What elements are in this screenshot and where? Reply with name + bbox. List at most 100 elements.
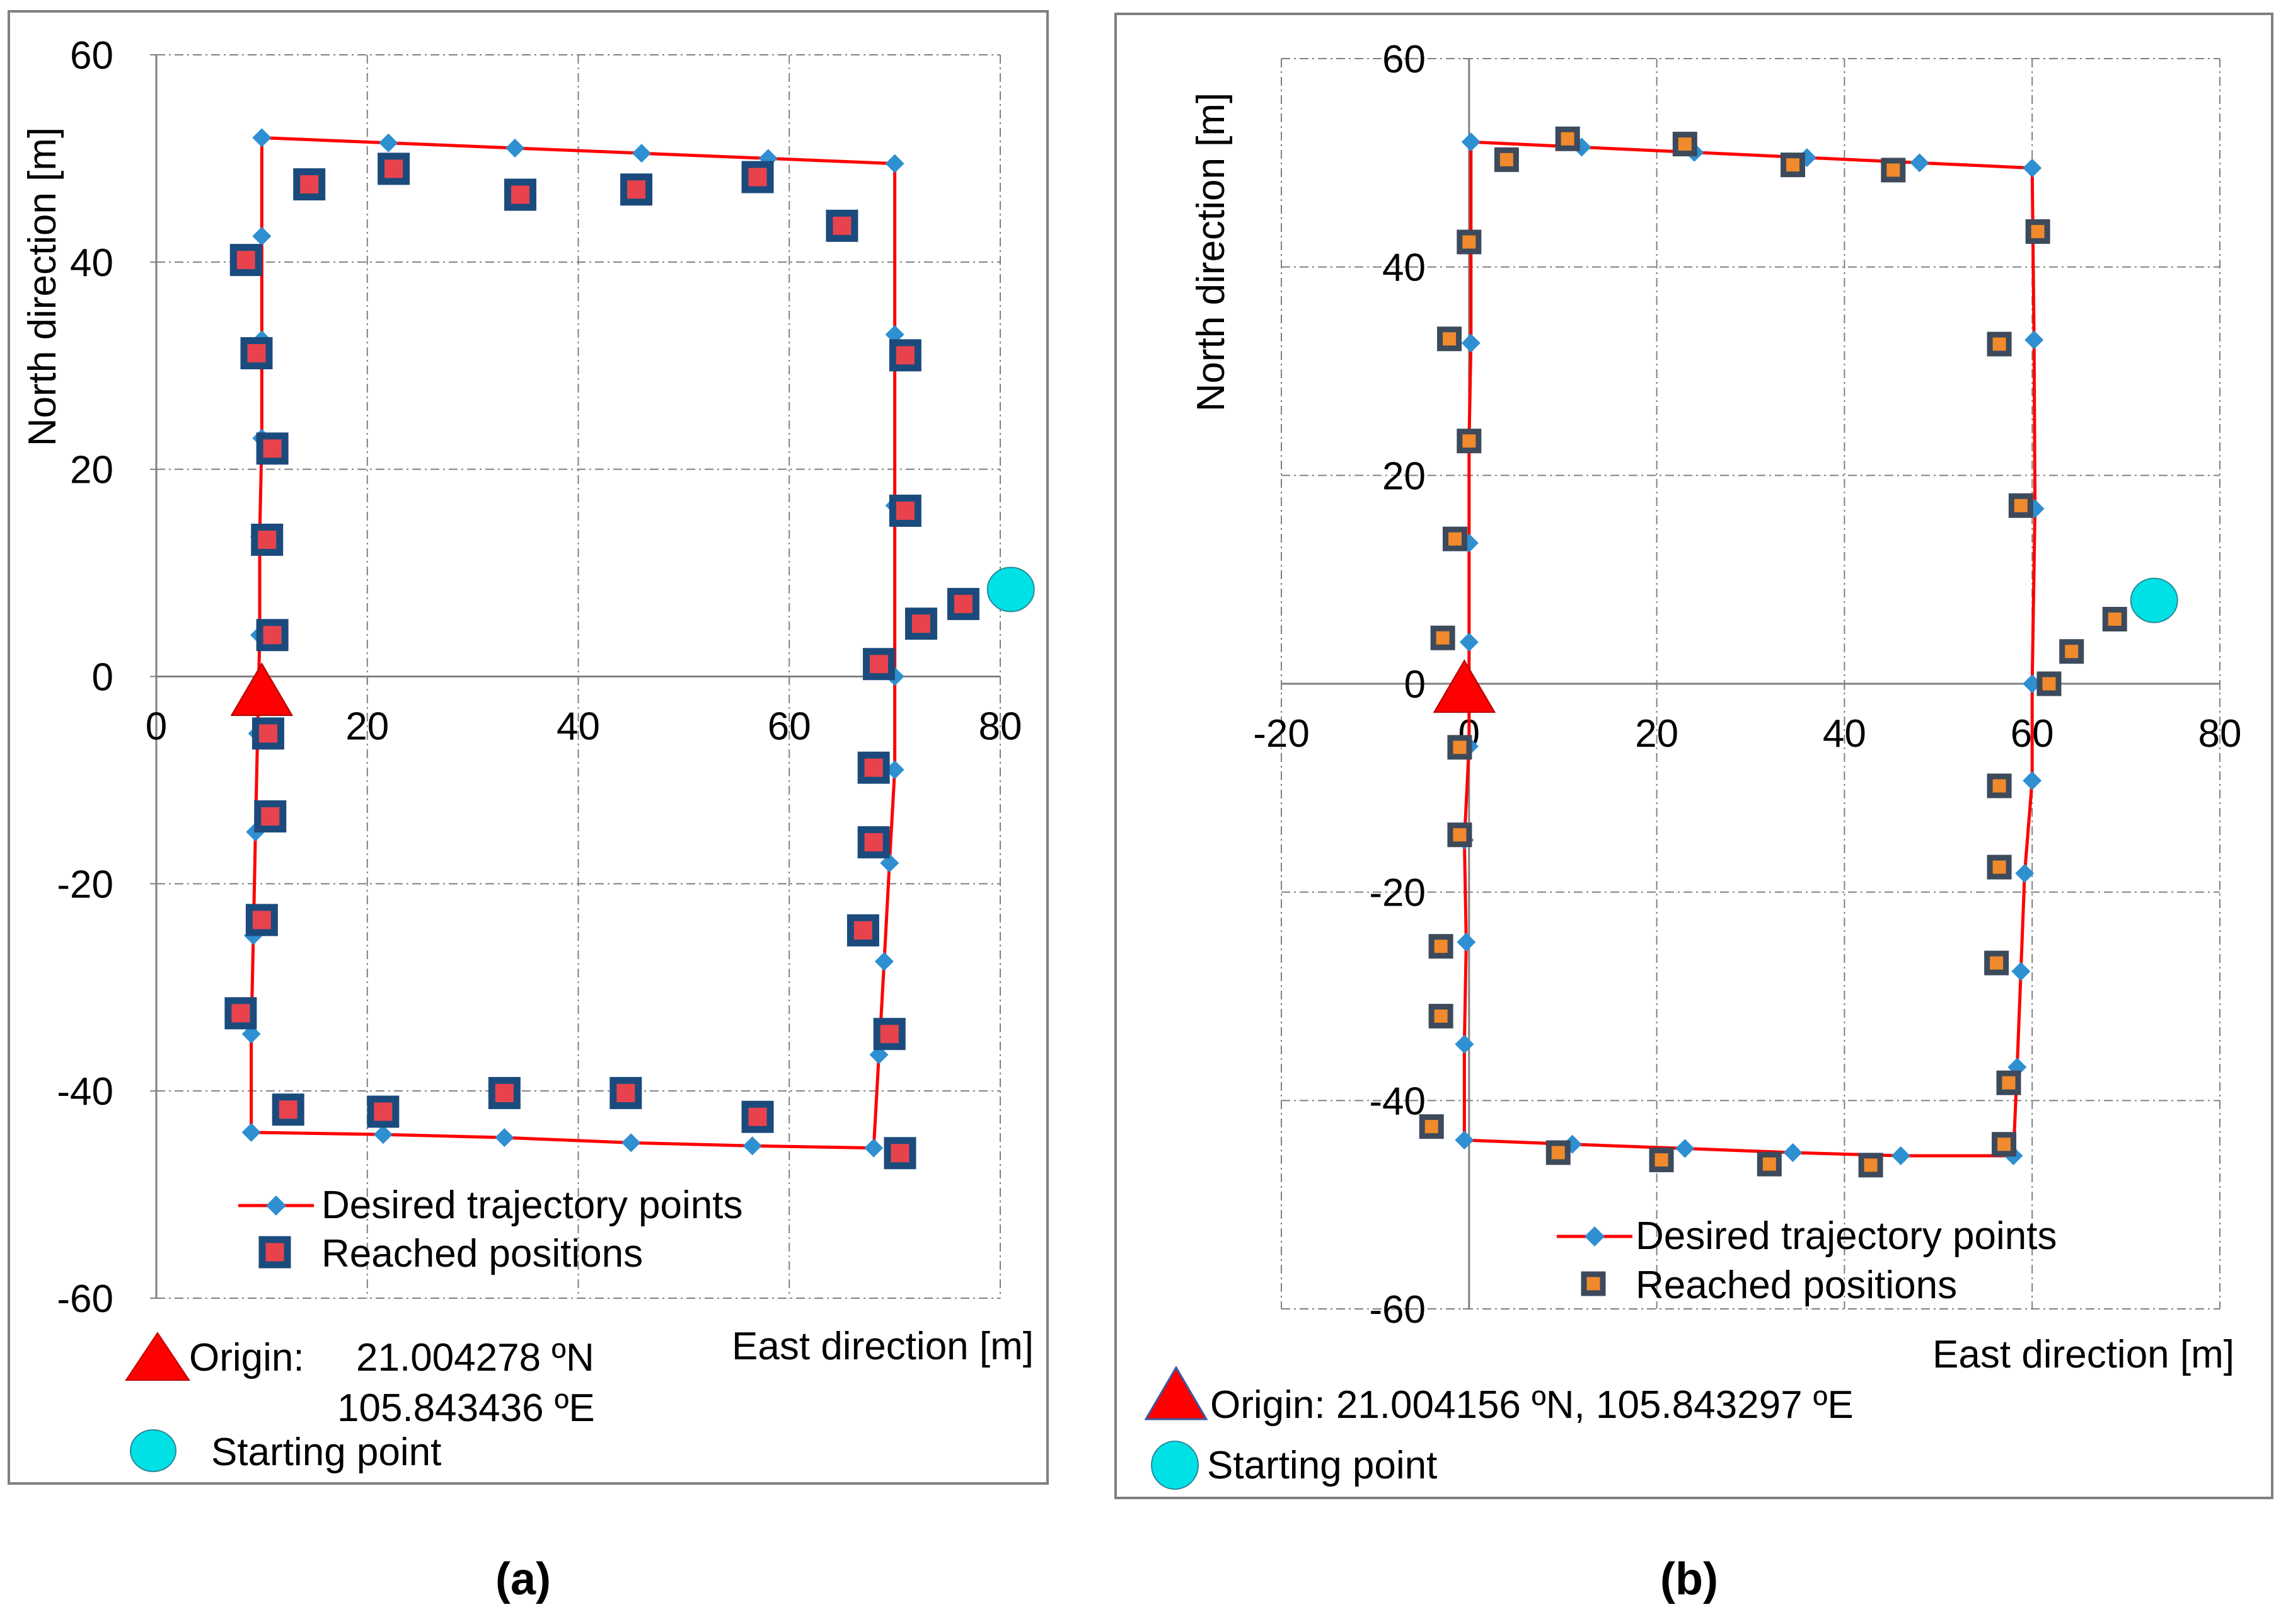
legend-b-diamond-icon: [1585, 1226, 1605, 1247]
y-tick-label: -20: [1369, 872, 1426, 915]
trajectory-point: [874, 952, 894, 971]
reached-point: [224, 997, 257, 1030]
trajectory-point: [1461, 333, 1481, 353]
reached-point: [1987, 331, 2012, 357]
panel-b-reached-positions: [1419, 126, 2127, 1178]
origin-label: Origin:: [189, 1336, 304, 1379]
reached-point: [1494, 147, 1519, 172]
panel-a-grid: [156, 54, 1001, 1299]
panel-b-caption: (b): [1660, 1554, 1718, 1604]
panel-b-annotations: Origin: 21.004156 ºN, 105.843297 ºE Star…: [1144, 1366, 1854, 1490]
reached-point: [1437, 326, 1462, 352]
legend-b-square-icon: [1581, 1271, 1606, 1296]
reached-point: [857, 826, 890, 859]
trajectory-point: [1457, 933, 1476, 952]
reached-point: [857, 751, 890, 784]
x-tick-label: -20: [1253, 712, 1310, 756]
y-tick-label: -40: [57, 1070, 113, 1114]
trajectory-point: [885, 760, 904, 780]
starting-point-label: Starting point: [1207, 1444, 1437, 1487]
trajectory-point: [1891, 1146, 1910, 1165]
origin-triangle-icon: [125, 1332, 190, 1381]
reached-point: [1428, 1003, 1453, 1028]
trajectory-point: [1675, 1139, 1695, 1158]
reached-point: [488, 1076, 521, 1109]
x-tick-label: 0: [146, 705, 167, 749]
reached-point: [1457, 429, 1482, 454]
reached-point: [245, 904, 278, 936]
y-tick-label: 40: [70, 241, 113, 285]
x-tick-label: 20: [345, 705, 389, 749]
panel-a-annotations: Origin: 21.004278 ºN 105.843436 ºE Start…: [125, 1332, 595, 1474]
reached-point: [272, 1093, 304, 1126]
reached-point: [2059, 639, 2084, 664]
y-tick-label: 20: [70, 449, 113, 492]
x-tick-label: 80: [979, 705, 1022, 749]
reached-point: [904, 608, 937, 640]
trajectory-point: [2023, 771, 2042, 790]
trajectory-point: [373, 1125, 393, 1144]
trajectory-point: [1910, 153, 1929, 173]
reached-point: [2025, 219, 2050, 244]
reached-point: [1430, 625, 1455, 650]
reached-point: [1858, 1153, 1883, 1178]
reached-point: [1428, 934, 1453, 959]
panel-a-legend: Desired trajectory points Reached positi…: [238, 1183, 743, 1276]
starting-point-marker: [2130, 577, 2178, 623]
panel-a-reached-positions: [224, 153, 979, 1170]
reached-point: [256, 432, 289, 465]
trajectory-point: [252, 128, 272, 147]
reached-point: [1987, 773, 2012, 798]
trajectory-point: [864, 1138, 884, 1158]
y-tick-label: 40: [1382, 246, 1426, 290]
reached-point: [1419, 1114, 1444, 1139]
trajectory-point: [1459, 632, 1479, 652]
y-tick-label: 20: [1382, 454, 1426, 498]
y-tick-label: -60: [1369, 1288, 1426, 1332]
reached-point: [1447, 735, 1472, 760]
reached-point: [2102, 606, 2127, 631]
trajectory-point: [2015, 863, 2035, 883]
reached-point: [1672, 132, 1697, 157]
starting-point-label: Starting point: [211, 1431, 441, 1474]
reached-point: [254, 800, 287, 832]
panel-a-x-axis-label: East direction [m]: [732, 1325, 1034, 1368]
legend-b-reached-label: Reached positions: [1636, 1264, 1957, 1307]
reached-point: [256, 619, 289, 652]
origin-label: Origin: 21.004156 ºN, 105.843297 ºE: [1210, 1383, 1854, 1427]
legend-a-square-icon: [258, 1236, 291, 1269]
x-tick-label: 20: [1635, 712, 1678, 756]
panel-b-y-tick-labels: -60 -40 -20 0 20 40 60: [1369, 38, 1426, 1332]
trajectory-point: [379, 133, 398, 153]
reached-point: [846, 914, 879, 947]
legend-a-reached-label: Reached positions: [321, 1232, 643, 1276]
reached-point: [251, 717, 284, 750]
trajectory-point: [2011, 962, 2031, 981]
trajectory-point: [1455, 1131, 1474, 1150]
panel-a-x-tick-labels: 0 20 40 60 80: [146, 705, 1022, 749]
origin-triangle-icon: [1144, 1366, 1208, 1420]
y-tick-label: 60: [1382, 38, 1426, 81]
x-tick-label: 40: [1823, 712, 1866, 756]
reached-point: [873, 1018, 906, 1051]
reached-point: [947, 587, 979, 620]
reached-point: [884, 1137, 916, 1170]
reached-point: [1996, 1070, 2021, 1095]
trajectory-point: [241, 1122, 261, 1142]
reached-point: [2036, 671, 2062, 696]
panel-b-markers: [1433, 577, 2178, 713]
trajectory-point: [632, 144, 651, 163]
trajectory-point: [621, 1133, 641, 1153]
reached-point: [609, 1076, 642, 1109]
reached-point: [863, 648, 896, 681]
reached-point: [1781, 153, 1806, 178]
starting-point-icon: [130, 1429, 176, 1472]
reached-point: [367, 1095, 400, 1128]
trajectory-point: [1783, 1143, 1803, 1162]
reached-point: [1992, 1132, 2017, 1157]
y-tick-label: 0: [92, 656, 113, 700]
reached-point: [826, 209, 858, 242]
trajectory-point: [885, 154, 904, 173]
x-tick-label: 40: [557, 705, 600, 749]
